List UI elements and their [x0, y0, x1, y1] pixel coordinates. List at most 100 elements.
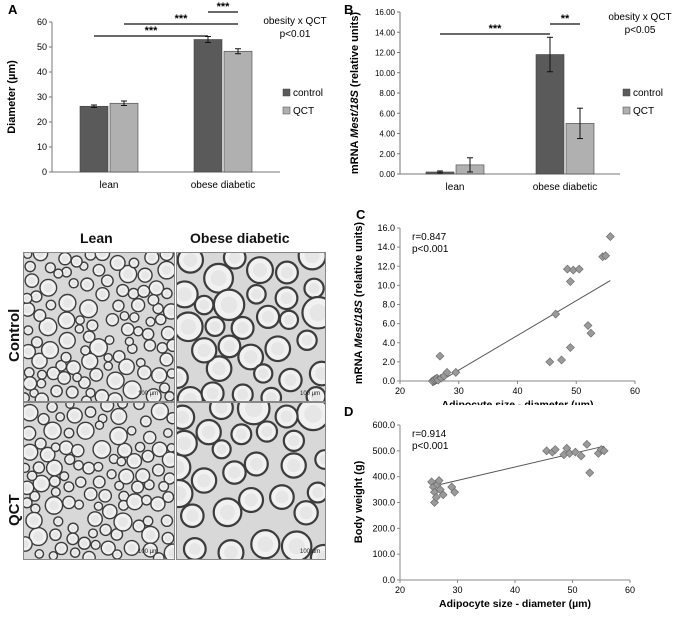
adipocyte-lipid-shading: [258, 368, 269, 379]
adipocyte-lipid-shading: [177, 460, 185, 475]
adipocyte-lipid-shading: [144, 331, 152, 338]
adipocyte-lipid-shading: [148, 253, 156, 262]
adipocyte-lipid-shading: [75, 462, 82, 468]
adipocyte-lipid-shading: [24, 395, 27, 401]
adipocyte-lipid-shading: [186, 509, 199, 522]
adipocyte-lipid-shading: [127, 384, 137, 395]
data-point: [574, 264, 584, 274]
y-tick-label: 30: [37, 92, 47, 102]
adipocyte-lipid-shading: [76, 502, 82, 508]
adipocyte-lipid-shading: [47, 265, 54, 271]
adipocyte-lipid-shading: [252, 262, 268, 278]
bar-qct: [109, 102, 139, 173]
adipocyte-lipid-shading: [169, 445, 174, 451]
adipocyte-lipid-shading: [197, 473, 211, 488]
adipocyte-lipid-shading: [61, 255, 69, 262]
adipocyte-lipid-shading: [95, 267, 103, 274]
adipocyte-lipid-shading: [188, 542, 201, 555]
adipocyte-lipid-shading: [74, 375, 80, 380]
adipocyte-lipid-shading: [103, 403, 111, 409]
adipocyte-lipid-shading: [85, 554, 93, 559]
adipocyte-lipid-shading: [37, 551, 42, 557]
adipocyte-lipid-shading: [49, 404, 55, 410]
x-category-label: obese diabetic: [533, 182, 598, 193]
adipocyte-lipid-shading: [161, 483, 167, 490]
adipocyte-lipid-shading: [53, 489, 59, 495]
adipocyte-lipid-shading: [124, 325, 132, 333]
adipocyte-lipid-shading: [81, 539, 88, 547]
adipocyte-lipid-shading: [137, 444, 143, 450]
data-point: [565, 277, 575, 286]
adipocyte-lipid-shading: [146, 482, 152, 488]
adipocyte-lipid-shading: [216, 444, 227, 455]
adipocyte-lipid-shading: [53, 444, 58, 450]
adipocyte-lipid-shading: [33, 339, 40, 346]
data-point: [557, 355, 566, 365]
y-tick-label: 6.0: [382, 319, 395, 329]
adipocyte-lipid-shading: [106, 363, 111, 369]
adipocyte-lipid-shading: [131, 260, 137, 266]
adipocyte-lipid-shading: [115, 302, 122, 309]
panel-letter-c: C: [356, 207, 366, 222]
adipocyte-lipid-shading: [111, 396, 120, 401]
data-point: [599, 446, 609, 456]
adipocyte-lipid-shading: [66, 484, 72, 490]
adipocyte-lipid-shading: [24, 500, 30, 506]
adipocyte-lipid-shading: [65, 499, 73, 506]
adipocyte-lipid-shading: [122, 362, 131, 371]
adipocyte-lipid-shading: [113, 431, 124, 441]
adipocyte-lipid-shading: [49, 500, 59, 511]
adipocyte-lipid-shading: [27, 263, 33, 270]
adipocyte-lipid-shading: [49, 369, 57, 377]
adipocyte-lipid-shading: [261, 310, 275, 323]
micrograph-lean-qct: [23, 402, 175, 560]
adipocyte-lipid-shading: [33, 293, 40, 300]
adipocyte-lipid-shading: [265, 392, 277, 401]
data-point: [542, 446, 552, 456]
y-tick-label: 14.00: [375, 28, 396, 37]
adipocyte-lipid-shading: [244, 493, 258, 507]
micrograph-obese-qct: [176, 402, 326, 560]
adipocyte-lipid-shading: [69, 388, 76, 396]
adipocyte-lipid-shading: [24, 540, 29, 548]
adipocyte-lipid-shading: [25, 429, 33, 438]
adipocyte-lipid-shading: [25, 253, 30, 257]
adipocyte-lipid-shading: [81, 263, 87, 269]
y-axis-label: mRNA Mest/18S (relative units): [349, 12, 361, 175]
adipocyte-lipid-shading: [288, 435, 300, 447]
adipocyte-lipid-shading: [136, 403, 142, 408]
adipocyte-lipid-shading: [74, 447, 82, 455]
adipocyte-lipid-shading: [52, 531, 59, 538]
adipocyte-lipid-shading: [114, 551, 120, 558]
data-point: [605, 232, 615, 242]
bar-control: [79, 105, 109, 173]
scale-label-3: 100 µm: [138, 549, 159, 555]
adipocyte-lipid-shading: [62, 336, 72, 345]
x-axis-label: Adipocyte size - diameter (µm): [439, 598, 591, 610]
data-point: [563, 264, 572, 274]
adipocyte-lipid-shading: [154, 500, 162, 508]
adipocyte-lipid-shading: [98, 392, 106, 401]
adipocyte-lipid-shading: [115, 353, 123, 360]
adipocyte-lipid-shading: [169, 415, 174, 422]
adipocyte-lipid-shading: [135, 522, 143, 530]
adipocyte-lipid-shading: [280, 410, 293, 423]
x-category-label: lean: [446, 182, 465, 193]
adipocyte-lipid-shading: [119, 287, 126, 294]
adipocyte-lipid-shading: [113, 258, 122, 267]
adipocyte-lipid-shading: [271, 341, 285, 356]
adipocyte-lipid-shading: [53, 388, 60, 395]
y-tick-label: 300.0: [372, 498, 395, 508]
adipocyte-lipid-shading: [72, 550, 78, 556]
adipocyte-lipid-shading: [130, 497, 140, 507]
adipocyte-lipid-shading: [243, 350, 258, 364]
y-tick-label: 16.00: [375, 8, 396, 17]
y-tick-label: 20: [37, 117, 47, 127]
adipocyte-lipid-shading: [145, 518, 151, 524]
adipocyte-lipid-shading: [312, 487, 324, 498]
x-tick-label: 40: [512, 386, 522, 396]
adipocyte-lipid-shading: [93, 342, 104, 353]
legend-swatch-control: [282, 88, 291, 97]
adipocyte-lipid-shading: [134, 301, 142, 309]
adipocyte-lipid-shading: [107, 337, 112, 343]
